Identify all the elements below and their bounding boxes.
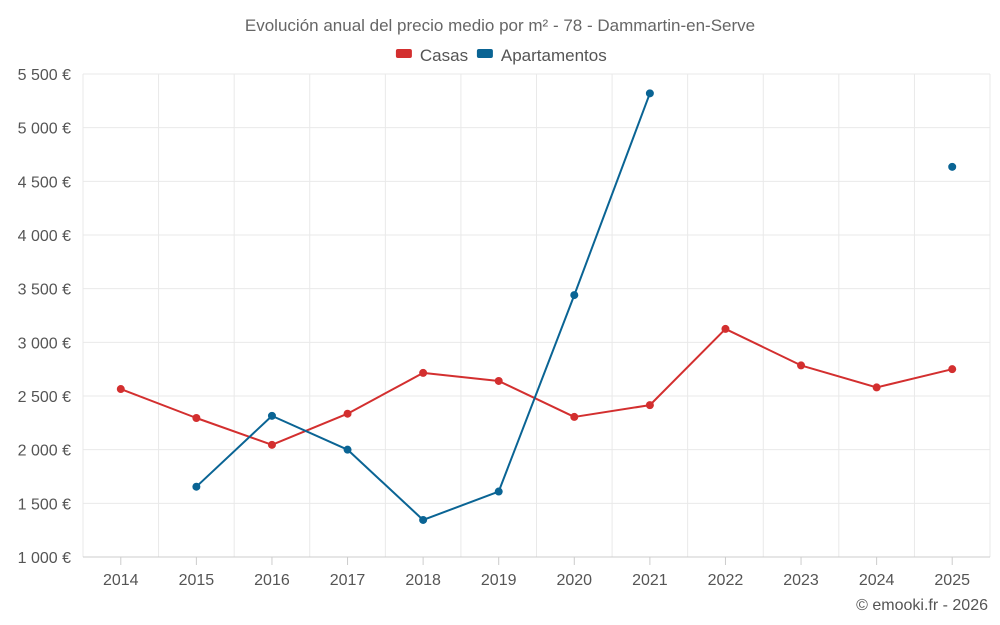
x-tick-label: 2020 (556, 572, 592, 589)
data-point[interactable] (343, 445, 352, 454)
data-point[interactable] (116, 385, 125, 394)
data-point[interactable] (343, 409, 352, 418)
series-line (119, 327, 954, 446)
x-tick-label: 2024 (859, 572, 895, 589)
x-tick-label: 2023 (783, 572, 819, 589)
y-tick-label: 5 500 € (18, 67, 71, 84)
data-point[interactable] (419, 368, 428, 377)
legend-swatch (395, 49, 412, 58)
x-tick-label: 2015 (179, 572, 215, 589)
x-tick-label: 2025 (934, 572, 970, 589)
series-line (195, 92, 651, 521)
x-tick-label: 2019 (481, 572, 517, 589)
grid-lines (82, 73, 991, 557)
legend-item-casas[interactable]: Casas (395, 46, 468, 65)
data-point[interactable] (267, 440, 276, 449)
data-point[interactable] (645, 401, 654, 410)
y-tick-label: 3 500 € (18, 282, 71, 299)
x-tick-label: 2022 (708, 572, 744, 589)
data-point[interactable] (494, 487, 503, 496)
data-point[interactable] (570, 291, 579, 300)
y-tick-label: 4 500 € (18, 174, 71, 191)
data-point[interactable] (948, 162, 957, 171)
y-tick-label: 5 000 € (18, 121, 71, 138)
x-tick-label: 2014 (103, 572, 139, 589)
y-tick-label: 3 000 € (18, 335, 71, 352)
data-point[interactable] (570, 412, 579, 421)
x-tick-label: 2021 (632, 572, 668, 589)
data-point[interactable] (645, 89, 654, 98)
x-tick-label: 2018 (405, 572, 441, 589)
legend-label: Casas (420, 46, 468, 65)
y-tick-label: 1 000 € (18, 550, 71, 567)
x-tick-label: 2016 (254, 572, 290, 589)
chart-legend: Casas Apartamentos (395, 46, 607, 65)
legend-label: Apartamentos (501, 46, 607, 65)
data-point[interactable] (192, 414, 201, 423)
data-point[interactable] (419, 515, 428, 524)
series-apartamentos (192, 89, 957, 524)
data-point[interactable] (948, 365, 957, 374)
data-point[interactable] (872, 383, 881, 392)
axes: 1 000 € 1 500 € 2 000 € 2 500 € 3 000 € 3 500… (18, 67, 990, 589)
data-point[interactable] (721, 324, 730, 333)
chart-title: Evolución anual del precio medio por m² … (245, 16, 755, 35)
data-point[interactable] (797, 361, 806, 370)
y-tick-label: 1 500 € (18, 496, 71, 513)
legend-item-apartamentos[interactable]: Apartamentos (476, 46, 607, 65)
y-tick-label: 2 500 € (18, 389, 71, 406)
y-tick-label: 4 000 € (18, 228, 71, 245)
data-point[interactable] (192, 482, 201, 491)
x-tick-label: 2017 (330, 572, 366, 589)
series-casas (116, 324, 957, 449)
data-point[interactable] (267, 411, 276, 420)
legend-swatch (476, 49, 493, 58)
y-tick-label: 2 000 € (18, 443, 71, 460)
chart-credit: © emooki.fr - 2026 (856, 597, 988, 614)
series-layer (116, 89, 957, 524)
data-point[interactable] (494, 376, 503, 385)
